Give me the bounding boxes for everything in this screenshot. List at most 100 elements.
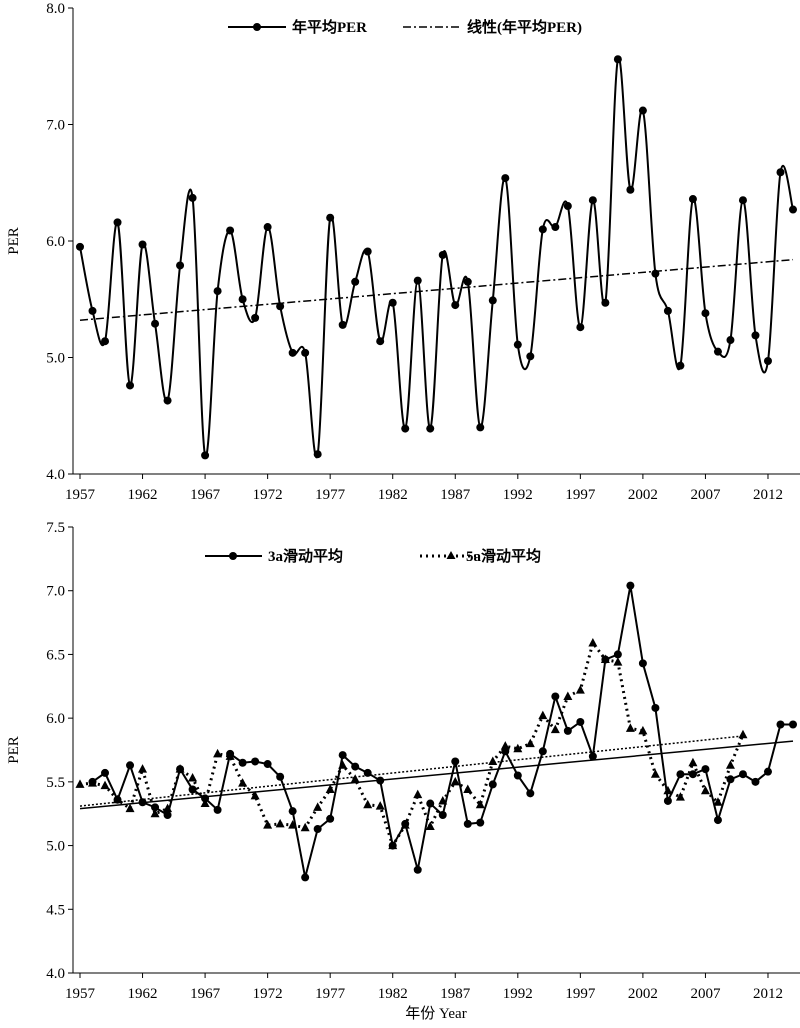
data-point bbox=[300, 822, 310, 832]
data-point bbox=[613, 55, 622, 64]
data-point bbox=[76, 242, 84, 251]
data-point bbox=[676, 770, 685, 779]
data-point bbox=[263, 760, 272, 769]
data-point bbox=[651, 703, 660, 712]
data-point bbox=[563, 726, 572, 735]
data-point bbox=[551, 223, 560, 232]
data-point bbox=[363, 799, 373, 809]
data-point bbox=[538, 747, 547, 756]
data-point bbox=[726, 775, 735, 784]
data-point bbox=[188, 193, 197, 202]
data-point bbox=[163, 396, 172, 405]
data-point bbox=[475, 799, 485, 809]
data-point bbox=[376, 337, 385, 346]
data-point bbox=[213, 805, 222, 814]
data-point bbox=[701, 765, 710, 774]
y-axis-title: PER bbox=[6, 736, 22, 764]
data-point bbox=[176, 261, 185, 270]
data-point bbox=[713, 347, 722, 356]
data-point bbox=[513, 743, 523, 753]
data-point bbox=[738, 729, 748, 739]
data-point bbox=[488, 780, 497, 789]
x-tick-label: 1972 bbox=[253, 487, 283, 503]
series-line-1 bbox=[79, 639, 745, 850]
data-point bbox=[476, 423, 485, 432]
data-point bbox=[588, 752, 597, 761]
data-point bbox=[676, 361, 685, 370]
data-point bbox=[313, 802, 323, 811]
data-point bbox=[88, 306, 97, 315]
data-point bbox=[338, 751, 347, 760]
data-point bbox=[438, 250, 447, 259]
data-point bbox=[776, 168, 785, 177]
data-point bbox=[288, 348, 297, 357]
data-point bbox=[713, 797, 723, 806]
series-line-2 bbox=[79, 740, 794, 810]
data-point bbox=[151, 319, 160, 328]
data-point bbox=[626, 185, 635, 194]
data-point bbox=[313, 450, 322, 459]
data-point bbox=[276, 302, 285, 311]
data-point bbox=[538, 225, 547, 234]
data-point bbox=[213, 748, 223, 758]
data-point bbox=[613, 657, 623, 666]
data-point bbox=[113, 218, 122, 227]
data-point bbox=[413, 276, 422, 285]
data-point bbox=[75, 779, 85, 788]
x-tick-label: 1977 bbox=[315, 487, 346, 503]
x-tick-label: 2007 bbox=[690, 487, 721, 503]
data-point bbox=[463, 819, 472, 828]
data-point bbox=[663, 785, 673, 795]
data-point bbox=[526, 789, 535, 798]
data-point bbox=[251, 757, 260, 766]
data-point bbox=[751, 331, 760, 340]
data-point bbox=[625, 723, 635, 732]
legend-marker-3a bbox=[229, 552, 237, 560]
data-point bbox=[500, 741, 510, 750]
x-tick-label: 1982 bbox=[378, 487, 408, 503]
x-tick-label: 1967 bbox=[190, 986, 221, 1002]
data-point bbox=[776, 720, 785, 729]
y-tick-label: 6.0 bbox=[46, 234, 65, 250]
data-point bbox=[663, 306, 672, 315]
data-point bbox=[638, 106, 647, 115]
x-tick-label: 1967 bbox=[190, 487, 221, 503]
x-tick-label: 2002 bbox=[628, 986, 658, 1002]
data-point bbox=[226, 226, 235, 235]
data-point bbox=[276, 772, 285, 781]
data-point bbox=[238, 758, 247, 767]
data-point bbox=[225, 751, 235, 760]
data-point bbox=[601, 298, 610, 307]
data-point bbox=[688, 770, 697, 779]
y-tick-label: 7.5 bbox=[46, 520, 65, 536]
data-point bbox=[188, 773, 198, 782]
data-point bbox=[363, 247, 372, 256]
y-tick-label: 5.5 bbox=[46, 775, 65, 791]
data-point bbox=[576, 323, 585, 332]
data-point bbox=[138, 764, 148, 773]
data-point bbox=[576, 717, 585, 726]
data-point bbox=[600, 654, 610, 664]
series-line-1 bbox=[79, 258, 794, 321]
series-line-0 bbox=[91, 585, 793, 878]
data-point bbox=[438, 810, 447, 819]
x-tick-label: 1987 bbox=[440, 986, 471, 1002]
legend-label-5a: 5a滑动平均 bbox=[466, 547, 541, 565]
data-point bbox=[263, 820, 273, 829]
x-tick-label: 2002 bbox=[628, 487, 658, 503]
data-point bbox=[401, 424, 410, 433]
data-point bbox=[789, 720, 797, 729]
x-ticks: 1957 1962 1967 1972 1977 1982 1987 1992 1997 2002… bbox=[65, 973, 783, 1002]
moving-average-chart: PER 年份 Year 4.0 4.5 5.0 5.5 6.0 6.5 7.0 7.5 195… bbox=[6, 520, 800, 1022]
data-point bbox=[388, 840, 398, 850]
y-axis-title: PER bbox=[6, 227, 22, 255]
data-point bbox=[351, 277, 360, 286]
data-point bbox=[688, 757, 698, 767]
x-ticks: 1957 1962 1967 1972 1977 1982 1987 1992 1997 2002… bbox=[65, 474, 783, 503]
data-point bbox=[726, 336, 735, 345]
y-ticks: 4.0 5.0 6.0 7.0 8.0 bbox=[46, 1, 73, 483]
data-point bbox=[338, 320, 347, 329]
data-point bbox=[126, 761, 135, 770]
x-tick-label: 1977 bbox=[315, 986, 346, 1002]
y-tick-label: 7.0 bbox=[46, 118, 65, 134]
